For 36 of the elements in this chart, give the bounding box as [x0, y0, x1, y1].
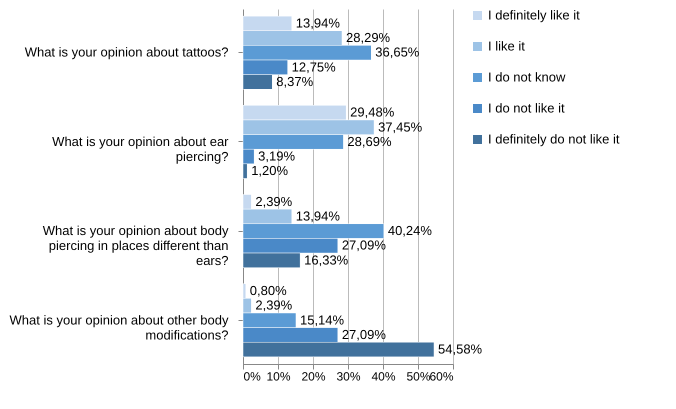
data-label: 27,09%	[342, 238, 386, 253]
legend-label: I do not know	[488, 70, 566, 84]
data-label: 36,65%	[375, 44, 420, 60]
legend-label: I definitely do not like it	[488, 132, 620, 146]
y-tick-label: What is your opinion about ear piercing?	[52, 134, 230, 164]
x-tick-label: 60%	[429, 370, 454, 384]
data-label: 0,80%	[250, 283, 288, 298]
data-label: 40,24%	[388, 223, 432, 238]
y-tick-label: What is your opinion about tattoos?	[24, 44, 228, 60]
data-label: 28,69%	[347, 134, 392, 149]
data-label: 15,14%	[300, 312, 345, 328]
data-label: 29,48%	[350, 104, 395, 120]
data-label: 37,45%	[378, 119, 423, 134]
x-tick-label: 50%	[406, 370, 431, 384]
legend-label: I like it	[488, 38, 526, 54]
x-tick-label: 0%	[244, 370, 262, 384]
data-label: 13,94%	[296, 208, 340, 224]
data-label: 28,29%	[346, 30, 391, 46]
data-label: 2,39%	[255, 298, 293, 313]
legend-label: I definitely like it	[488, 8, 580, 22]
data-label: 27,09%	[342, 326, 386, 342]
x-tick-label: 40%	[371, 370, 396, 384]
y-tick-label: What is your opinion about body piercing in places different than ears?	[42, 223, 229, 268]
data-label: 2,39%	[255, 194, 293, 209]
y-tick-label: What is your opinion about other body modifications?	[10, 312, 229, 342]
legend-label: I do not like it	[488, 100, 565, 116]
x-tick-label: 30%	[336, 370, 361, 384]
data-label: 13,94%	[296, 15, 340, 30]
x-tick-label: 20%	[301, 370, 326, 384]
data-label: 3,19%	[258, 148, 296, 164]
data-label: 16,33%	[304, 252, 349, 268]
data-label: 1,20%	[251, 163, 288, 178]
data-label: 54,58%	[438, 342, 483, 357]
x-tick-label: 10%	[266, 370, 291, 384]
data-label: 12,75%	[292, 59, 336, 74]
data-label: 8,37%	[276, 74, 314, 89]
